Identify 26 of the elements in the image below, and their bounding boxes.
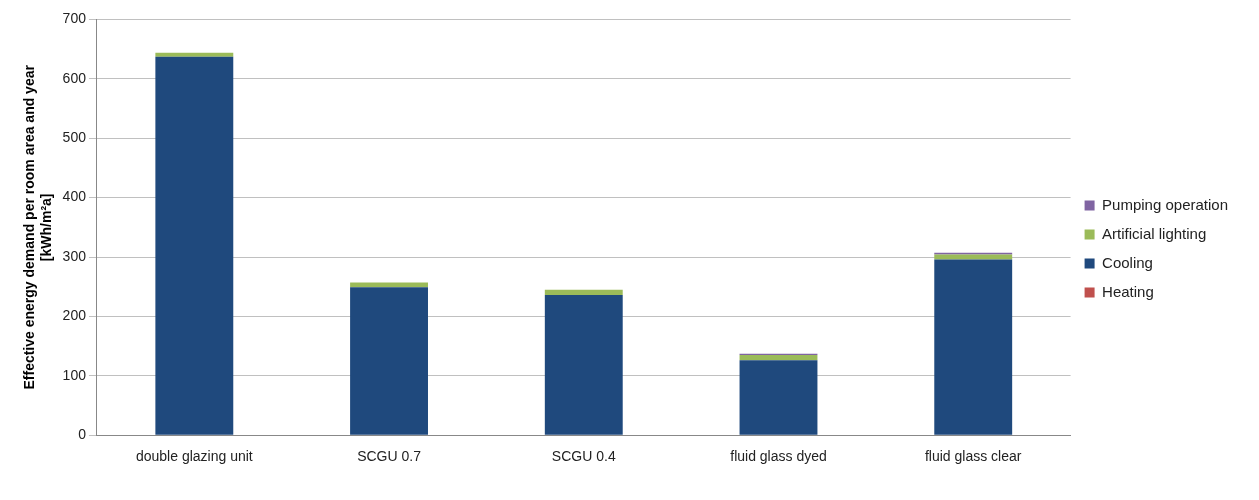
y-tick-label: 100 — [62, 366, 87, 383]
x-tick-label: fluid glass clear — [924, 448, 1022, 465]
bar — [155, 52, 234, 57]
y-tick-label: 300 — [62, 247, 87, 264]
x-tick-label: SCGU 0.7 — [357, 448, 422, 465]
y-tick-label: 0 — [78, 426, 87, 443]
x-tick-label: fluid glass dyed — [730, 448, 827, 465]
legend-label: Heating — [1102, 282, 1154, 300]
legend-label: Cooling — [1102, 253, 1153, 271]
y-tick-label: 500 — [62, 129, 87, 146]
x-tick-label: SCGU 0.4 — [551, 448, 616, 465]
legend-label: Artificial lighting — [1102, 224, 1207, 242]
bar — [739, 355, 818, 361]
bar — [350, 287, 428, 435]
bar — [739, 360, 818, 435]
bar — [934, 259, 1013, 435]
y-tick-label: 200 — [62, 307, 87, 324]
bar — [155, 56, 234, 435]
y-tick-label: 400 — [62, 188, 87, 205]
x-tick-label: double glazing unit — [135, 448, 253, 465]
y-axis-title: Effective energy demand per room area and year [kWh/m²a] — [21, 64, 55, 390]
bar — [544, 289, 623, 296]
y-tick-label: 600 — [62, 69, 87, 86]
y-tick-label: 700 — [62, 10, 87, 27]
bar — [544, 295, 623, 435]
legend-label: Pumping operation — [1102, 195, 1228, 213]
